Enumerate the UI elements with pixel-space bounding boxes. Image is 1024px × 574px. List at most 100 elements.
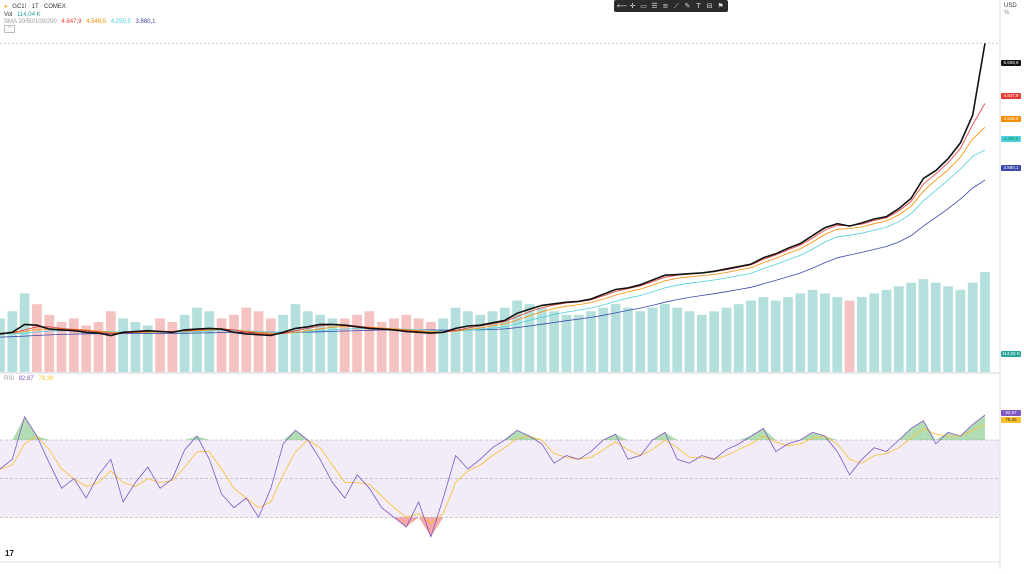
- volume-bar: [943, 286, 953, 372]
- volume-bar: [758, 297, 769, 372]
- rsi-overbought-fill: [615, 434, 628, 440]
- volume-bar: [32, 304, 42, 372]
- legend-sma20-value: 4.847,9: [61, 19, 82, 25]
- volume-bar: [339, 318, 350, 372]
- volume-bar: [647, 307, 658, 372]
- crosshair-icon[interactable]: ✛: [629, 2, 636, 10]
- volume-bar: [807, 289, 818, 372]
- ruler-icon[interactable]: ⊟: [706, 2, 713, 10]
- volume-bar: [401, 314, 412, 372]
- volume-bar: [0, 318, 5, 372]
- volume-bar: [832, 297, 843, 372]
- volume-bar: [463, 311, 473, 372]
- brush-icon[interactable]: ✎: [684, 2, 691, 10]
- volume-bar: [192, 307, 202, 372]
- bars-icon[interactable]: ☰: [651, 2, 658, 10]
- legend-rsi-ma-value: 78,38: [38, 376, 54, 382]
- volume-bar: [167, 322, 178, 372]
- volume-bar: [93, 322, 104, 372]
- volume-bar: [635, 311, 646, 372]
- currency-label[interactable]: USD: [1004, 3, 1017, 9]
- volume-bar: [81, 325, 92, 372]
- rsi-overbought-fill: [283, 430, 296, 440]
- volume-bar: [450, 307, 461, 372]
- rsi-overbought-fill: [197, 436, 210, 440]
- rsi-overbought-fill: [812, 432, 825, 440]
- rsi-oversold-fill: [430, 517, 444, 537]
- rsi-oversold-fill: [418, 517, 431, 537]
- volume-bar: [857, 297, 867, 372]
- volume-bar: [980, 272, 990, 372]
- volume-bar: [709, 311, 719, 372]
- volume-bar: [475, 314, 486, 372]
- volume-bar: [684, 311, 695, 372]
- text-icon[interactable]: T: [696, 2, 701, 10]
- rsi-layer: [0, 414, 1000, 538]
- tradingview-logo[interactable]: 17: [5, 549, 14, 558]
- rsi-overbought-fill: [738, 436, 752, 440]
- volume-bar: [573, 314, 584, 372]
- volume-bar: [906, 282, 916, 372]
- legend-sma-label: SMA 20/50/100/200: [4, 19, 57, 25]
- rsi-line: [0, 414, 986, 538]
- volume-bar: [266, 318, 276, 372]
- volume-bar: [487, 311, 498, 372]
- volume-bar: [69, 318, 79, 372]
- legend-rsi-value: 82,67: [18, 376, 34, 382]
- rsi-overbought-fill: [12, 416, 25, 440]
- volume-bar: [278, 314, 289, 372]
- trend-icon[interactable]: ⟋: [674, 2, 679, 10]
- volume-bar: [376, 322, 387, 372]
- legend-sma50-value: 4.546,5: [86, 19, 107, 25]
- sma50-price-box: 4.546,5: [1001, 116, 1021, 122]
- volume-bar: [7, 311, 18, 372]
- sma100-price-box: 4.259,5: [1001, 136, 1021, 142]
- volume-bar: [955, 289, 966, 372]
- volume-bar: [536, 307, 547, 372]
- volume-bar: [315, 314, 325, 372]
- legend-symbol[interactable]: GC1! · 1T · COMEX: [12, 4, 66, 10]
- volume-bar: [586, 311, 596, 372]
- volume-price-box: 114,04 K: [1001, 351, 1021, 357]
- legend-rsi-row: RSI 82,67 78,38: [4, 375, 56, 383]
- lines-icon[interactable]: ≡: [662, 2, 669, 10]
- volume-bar: [118, 318, 128, 372]
- volume-bar: [721, 307, 732, 372]
- volume-bar: [204, 311, 215, 372]
- volume-bar: [869, 293, 880, 372]
- volume-bar: [44, 314, 55, 372]
- rsi-overbought-fill: [751, 428, 764, 440]
- volume-bar: [918, 279, 929, 372]
- volume-bar: [660, 304, 670, 372]
- volume-bar: [549, 311, 559, 372]
- last-price-box: 5.608,9: [1001, 60, 1021, 66]
- volume-bar: [610, 304, 621, 372]
- rectangle-icon[interactable]: ▭: [640, 2, 647, 10]
- volume-bar: [179, 314, 190, 372]
- volume-bar: [967, 282, 978, 372]
- legend-vol-value: 114,04 K: [17, 12, 41, 18]
- volume-bar: [499, 307, 510, 372]
- rsi-overbought-fill: [923, 420, 936, 440]
- volume-bar: [783, 297, 793, 372]
- sma200-price-box: 3.880,1: [1001, 165, 1021, 171]
- volume-bar: [426, 322, 436, 372]
- cursor-icon[interactable]: ⟵: [617, 2, 628, 10]
- volume-bar: [820, 293, 830, 372]
- volume-bar: [130, 322, 141, 372]
- legend-sma-row: SMA 20/50/100/200 4.847,9 4.546,5 4.259,…: [4, 18, 159, 26]
- volume-bar: [696, 314, 707, 372]
- price-scale-header: USD %: [1004, 3, 1017, 17]
- volume-bar: [598, 307, 609, 372]
- percent-label[interactable]: %: [1004, 10, 1010, 16]
- legend-vol-label: Vol: [4, 12, 13, 18]
- legend-sma200-value: 3.880,1: [135, 19, 156, 25]
- volume-bar: [930, 282, 941, 372]
- volume-bar: [733, 304, 744, 372]
- legend-volume-row: Vol 114,04 K: [4, 11, 44, 19]
- volume-bar: [302, 311, 313, 372]
- legend-collapse-button[interactable]: ⌃: [4, 25, 15, 33]
- flag-icon[interactable]: ⚑: [717, 2, 724, 10]
